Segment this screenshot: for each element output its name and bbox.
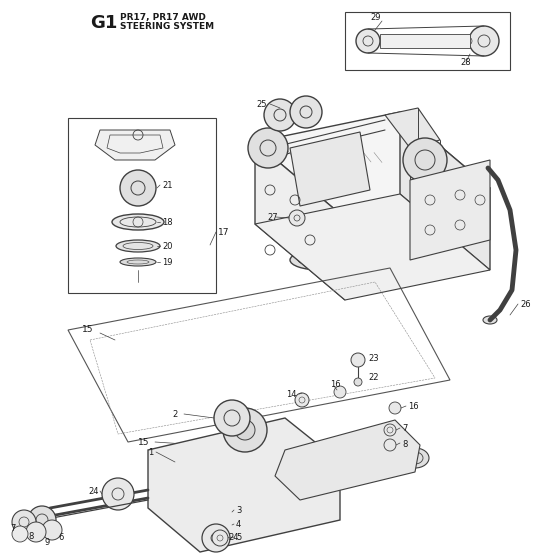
- Text: 24: 24: [228, 533, 239, 542]
- Text: 15: 15: [82, 325, 94, 334]
- Circle shape: [351, 353, 365, 367]
- Text: 9: 9: [44, 538, 49, 547]
- Polygon shape: [290, 132, 370, 206]
- Text: 2: 2: [172, 410, 178, 419]
- Polygon shape: [400, 112, 490, 270]
- Polygon shape: [255, 112, 490, 218]
- Text: G1: G1: [90, 14, 118, 32]
- Circle shape: [212, 530, 228, 546]
- Text: 16: 16: [408, 402, 419, 411]
- Circle shape: [42, 520, 62, 540]
- Circle shape: [235, 420, 255, 440]
- Circle shape: [248, 128, 288, 168]
- Ellipse shape: [120, 258, 156, 266]
- Text: PR17, PR17 AWD: PR17, PR17 AWD: [120, 13, 206, 22]
- Text: 3: 3: [236, 506, 241, 515]
- Bar: [380, 34, 470, 48]
- Ellipse shape: [116, 240, 160, 252]
- Circle shape: [120, 170, 156, 206]
- Text: 7: 7: [402, 424, 407, 433]
- Polygon shape: [95, 130, 175, 160]
- Text: 1: 1: [148, 448, 153, 457]
- Ellipse shape: [483, 316, 497, 324]
- Circle shape: [290, 96, 322, 128]
- Polygon shape: [255, 142, 345, 300]
- Text: 22: 22: [368, 373, 379, 382]
- Circle shape: [28, 506, 56, 534]
- Circle shape: [102, 478, 134, 510]
- Ellipse shape: [202, 506, 238, 518]
- Text: 4: 4: [236, 520, 241, 529]
- Text: 23: 23: [368, 354, 379, 363]
- Circle shape: [264, 99, 296, 131]
- Bar: [345, 12, 510, 70]
- Text: 28: 28: [460, 58, 470, 67]
- Circle shape: [354, 378, 362, 386]
- Text: 27: 27: [267, 213, 278, 222]
- Ellipse shape: [290, 250, 350, 270]
- Text: 15: 15: [138, 438, 150, 447]
- Text: 7: 7: [10, 524, 15, 533]
- Circle shape: [223, 408, 267, 452]
- Text: 21: 21: [162, 181, 172, 190]
- Circle shape: [289, 210, 305, 226]
- Ellipse shape: [202, 520, 238, 530]
- Polygon shape: [255, 194, 490, 300]
- Circle shape: [469, 26, 499, 56]
- Bar: [68, 118, 216, 293]
- Circle shape: [356, 29, 380, 53]
- Circle shape: [389, 402, 401, 414]
- Circle shape: [214, 400, 250, 436]
- Text: 24: 24: [88, 487, 99, 496]
- Circle shape: [202, 524, 230, 552]
- Circle shape: [12, 510, 36, 534]
- Circle shape: [403, 138, 447, 182]
- Circle shape: [12, 526, 28, 542]
- Circle shape: [334, 386, 346, 398]
- Text: 29: 29: [370, 13, 380, 22]
- Text: 5: 5: [236, 533, 241, 542]
- Text: 25: 25: [256, 100, 267, 109]
- Circle shape: [26, 522, 46, 542]
- Polygon shape: [410, 160, 490, 260]
- Text: 19: 19: [162, 258, 172, 267]
- Ellipse shape: [401, 448, 429, 468]
- Circle shape: [295, 393, 309, 407]
- Polygon shape: [275, 420, 420, 500]
- Polygon shape: [148, 418, 340, 552]
- Ellipse shape: [112, 214, 164, 230]
- Polygon shape: [385, 108, 440, 148]
- Text: 8: 8: [402, 440, 407, 449]
- Text: 20: 20: [162, 242, 172, 251]
- Text: 6: 6: [58, 533, 63, 542]
- Text: 8: 8: [28, 532, 34, 541]
- Text: 16: 16: [330, 380, 340, 389]
- Circle shape: [384, 439, 396, 451]
- Text: STEERING SYSTEM: STEERING SYSTEM: [120, 22, 214, 31]
- Text: 26: 26: [520, 300, 531, 309]
- Circle shape: [384, 424, 396, 436]
- Text: 18: 18: [162, 218, 172, 227]
- Text: 17: 17: [218, 228, 230, 237]
- Text: 14: 14: [286, 390, 296, 399]
